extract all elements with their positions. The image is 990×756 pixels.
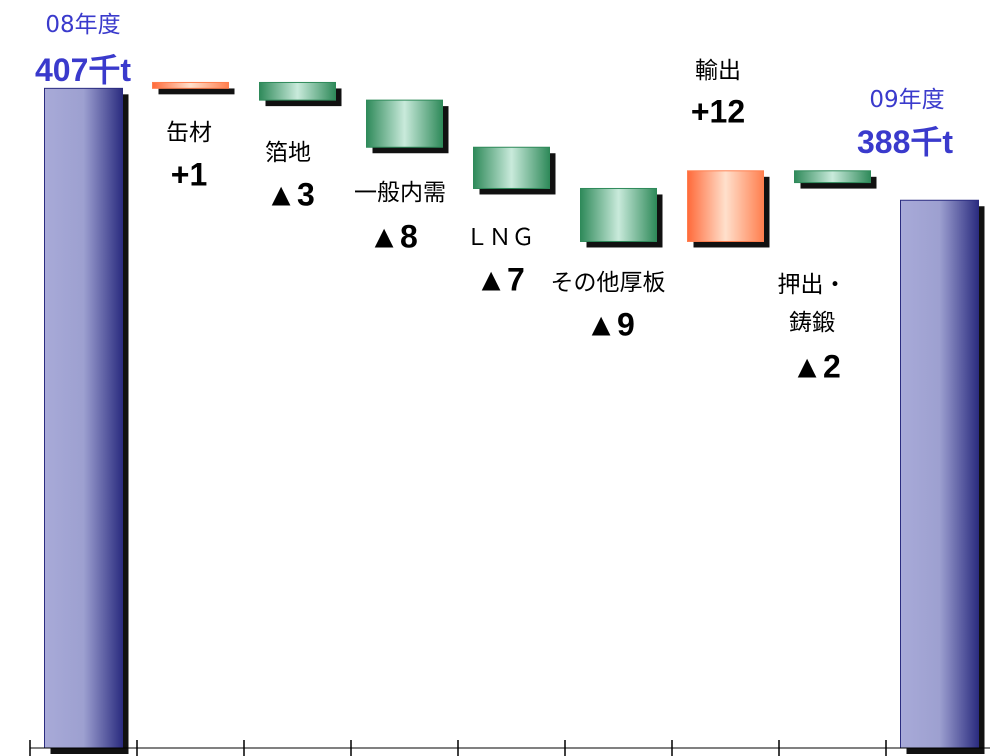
category-label: その他厚板	[550, 270, 666, 296]
category-label: 輸出	[695, 58, 741, 84]
bar	[366, 99, 443, 148]
value-label: ▲9	[585, 306, 635, 343]
value-label: ▲3	[265, 176, 315, 213]
category-label: 缶材	[166, 120, 212, 146]
value-label: +12	[690, 93, 746, 130]
bar	[473, 146, 550, 189]
bar-shadow	[158, 88, 235, 95]
category-label: 09年度	[869, 87, 945, 113]
category-label: 箔地	[265, 140, 311, 166]
category-label: 08年度	[45, 12, 121, 38]
value-label: +1	[170, 156, 208, 193]
bar	[152, 81, 229, 89]
bar	[687, 170, 764, 242]
value-label: ▲2	[791, 348, 841, 385]
bar	[44, 87, 123, 749]
category-label: 押出・鋳鍛	[777, 272, 847, 336]
bar	[900, 199, 979, 749]
bar	[794, 170, 871, 184]
value-label: 407千t	[34, 52, 132, 88]
value-label: ▲7	[475, 261, 525, 298]
value-label: ▲8	[368, 218, 418, 255]
category-label: 一般内需	[354, 180, 446, 206]
value-label: 388千t	[856, 124, 954, 160]
bar	[259, 81, 336, 101]
bar	[580, 187, 657, 242]
category-label: ＬＮＧ	[465, 225, 535, 251]
